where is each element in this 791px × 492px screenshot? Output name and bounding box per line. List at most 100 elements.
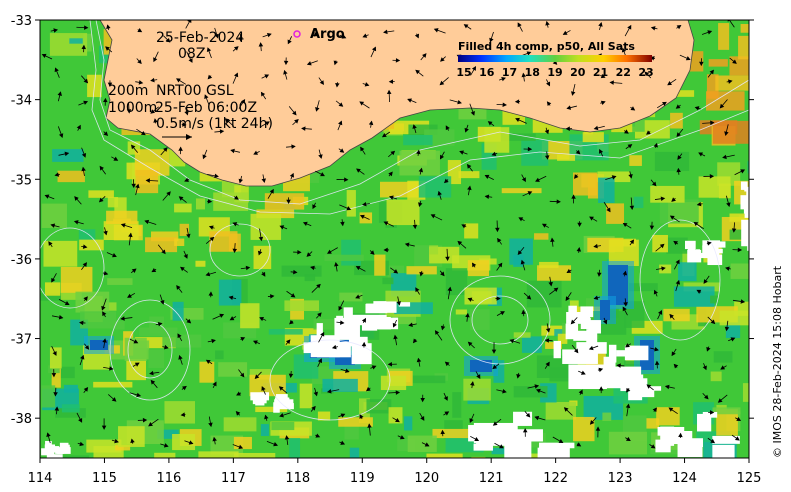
current-arrowhead [499,444,504,449]
no-data-gap [568,364,607,390]
current-arrowhead [334,261,339,267]
current-arrowhead [315,107,320,112]
current-arrowhead [553,287,559,292]
colorbar-tick-label: 18 [525,66,540,79]
current-arrowhead [535,177,540,182]
current-arrowhead [98,197,104,203]
current-arrowhead [177,333,182,339]
current-arrowhead [233,46,239,51]
colorbar-tick-label: 23 [638,66,653,79]
current-arrowhead [273,442,278,447]
current-arrowhead [208,225,214,230]
current-arrowhead [722,154,727,160]
current-arrowhead [675,279,681,285]
sst-patch [174,203,192,213]
current-arrowhead [113,156,119,161]
sst-patch [49,33,88,56]
no-data-gap [624,374,644,381]
current-arrowhead [395,390,401,395]
current-arrowhead [399,435,405,440]
current-arrowhead [83,78,89,84]
current-arrowhead [103,271,109,276]
current-arrowhead [470,381,475,386]
current-arrowhead [576,247,582,252]
current-arrowhead [283,60,289,66]
current-arrowhead [447,286,452,292]
sst-patch [678,262,697,282]
no-data-gap [628,391,643,401]
current-arrowhead [253,150,259,155]
current-arrowhead [430,214,436,219]
sst-patch [706,74,719,99]
current-arrowhead [593,125,599,131]
no-data-gap [746,187,749,211]
current-arrowhead [445,256,450,261]
sst-patch [673,286,715,307]
sst-patch [324,254,364,261]
current-arrowhead [566,105,572,110]
current-arrow [728,20,735,28]
x-tick-label: 117 [221,471,246,486]
current-arrowhead [166,191,171,196]
sst-patch [299,383,313,409]
current-arrowhead [131,183,136,189]
current-arrowhead [440,57,445,62]
sst-patch [145,237,178,253]
sst-patch [55,408,86,418]
current-arrowhead [654,360,660,365]
sst-patch [57,170,85,183]
sst-patch [49,347,62,369]
current-arrowhead [653,142,658,148]
current-arrowhead [186,318,192,324]
current-arrowhead [137,28,143,33]
no-data-gap [743,209,749,214]
sst-patch [445,268,468,296]
current-arrowhead [102,338,107,343]
current-arrowhead [525,412,531,418]
sst-patch [170,308,204,320]
current-arrowhead [600,100,606,105]
current-arrowhead [719,103,725,109]
current-arrowhead [245,265,251,271]
current-arrowhead [150,77,155,83]
current-arrowhead [465,312,470,318]
current-arrowhead [54,172,60,177]
sst-patch [513,386,548,398]
current-arrowhead [234,195,239,200]
current-arrowhead [326,389,332,394]
current-arrowhead [341,34,347,39]
no-data-gap [573,330,590,341]
current-arrowhead [365,386,371,392]
sst-patch [652,234,668,253]
current-arrowhead [395,58,401,63]
sst-patch [284,300,320,311]
current-arrowhead [541,223,547,228]
current-arrowhead [310,265,315,271]
current-arrowhead [434,330,440,335]
current-arrowhead [526,51,532,56]
current-arrowhead [254,374,260,379]
current-arrowhead [127,293,132,298]
y-tick-label: -35 [11,173,32,188]
current-arrowhead [54,406,60,411]
sst-patch [164,401,195,424]
current-arrowhead [418,202,423,208]
current-arrowhead [83,296,88,301]
current-arrowhead [668,407,674,412]
current-arrowhead [630,106,636,111]
sst-patch [199,361,215,383]
current-arrowhead [182,385,187,391]
sst-patch [103,302,117,311]
current-arrowhead [313,31,319,37]
current-arrowhead [570,319,576,325]
current-arrowhead [658,310,663,315]
current-arrowhead [600,73,606,79]
y-axis: -33 -34 -35 -36 -37 -38 [11,14,754,427]
current-arrowhead [675,104,681,109]
current-arrowhead [83,100,89,105]
current-arrowhead [418,167,424,173]
current-arrowhead [484,174,490,179]
current-arrowhead [563,407,569,412]
current-arrowhead [46,432,51,438]
no-data-gap [473,443,493,451]
